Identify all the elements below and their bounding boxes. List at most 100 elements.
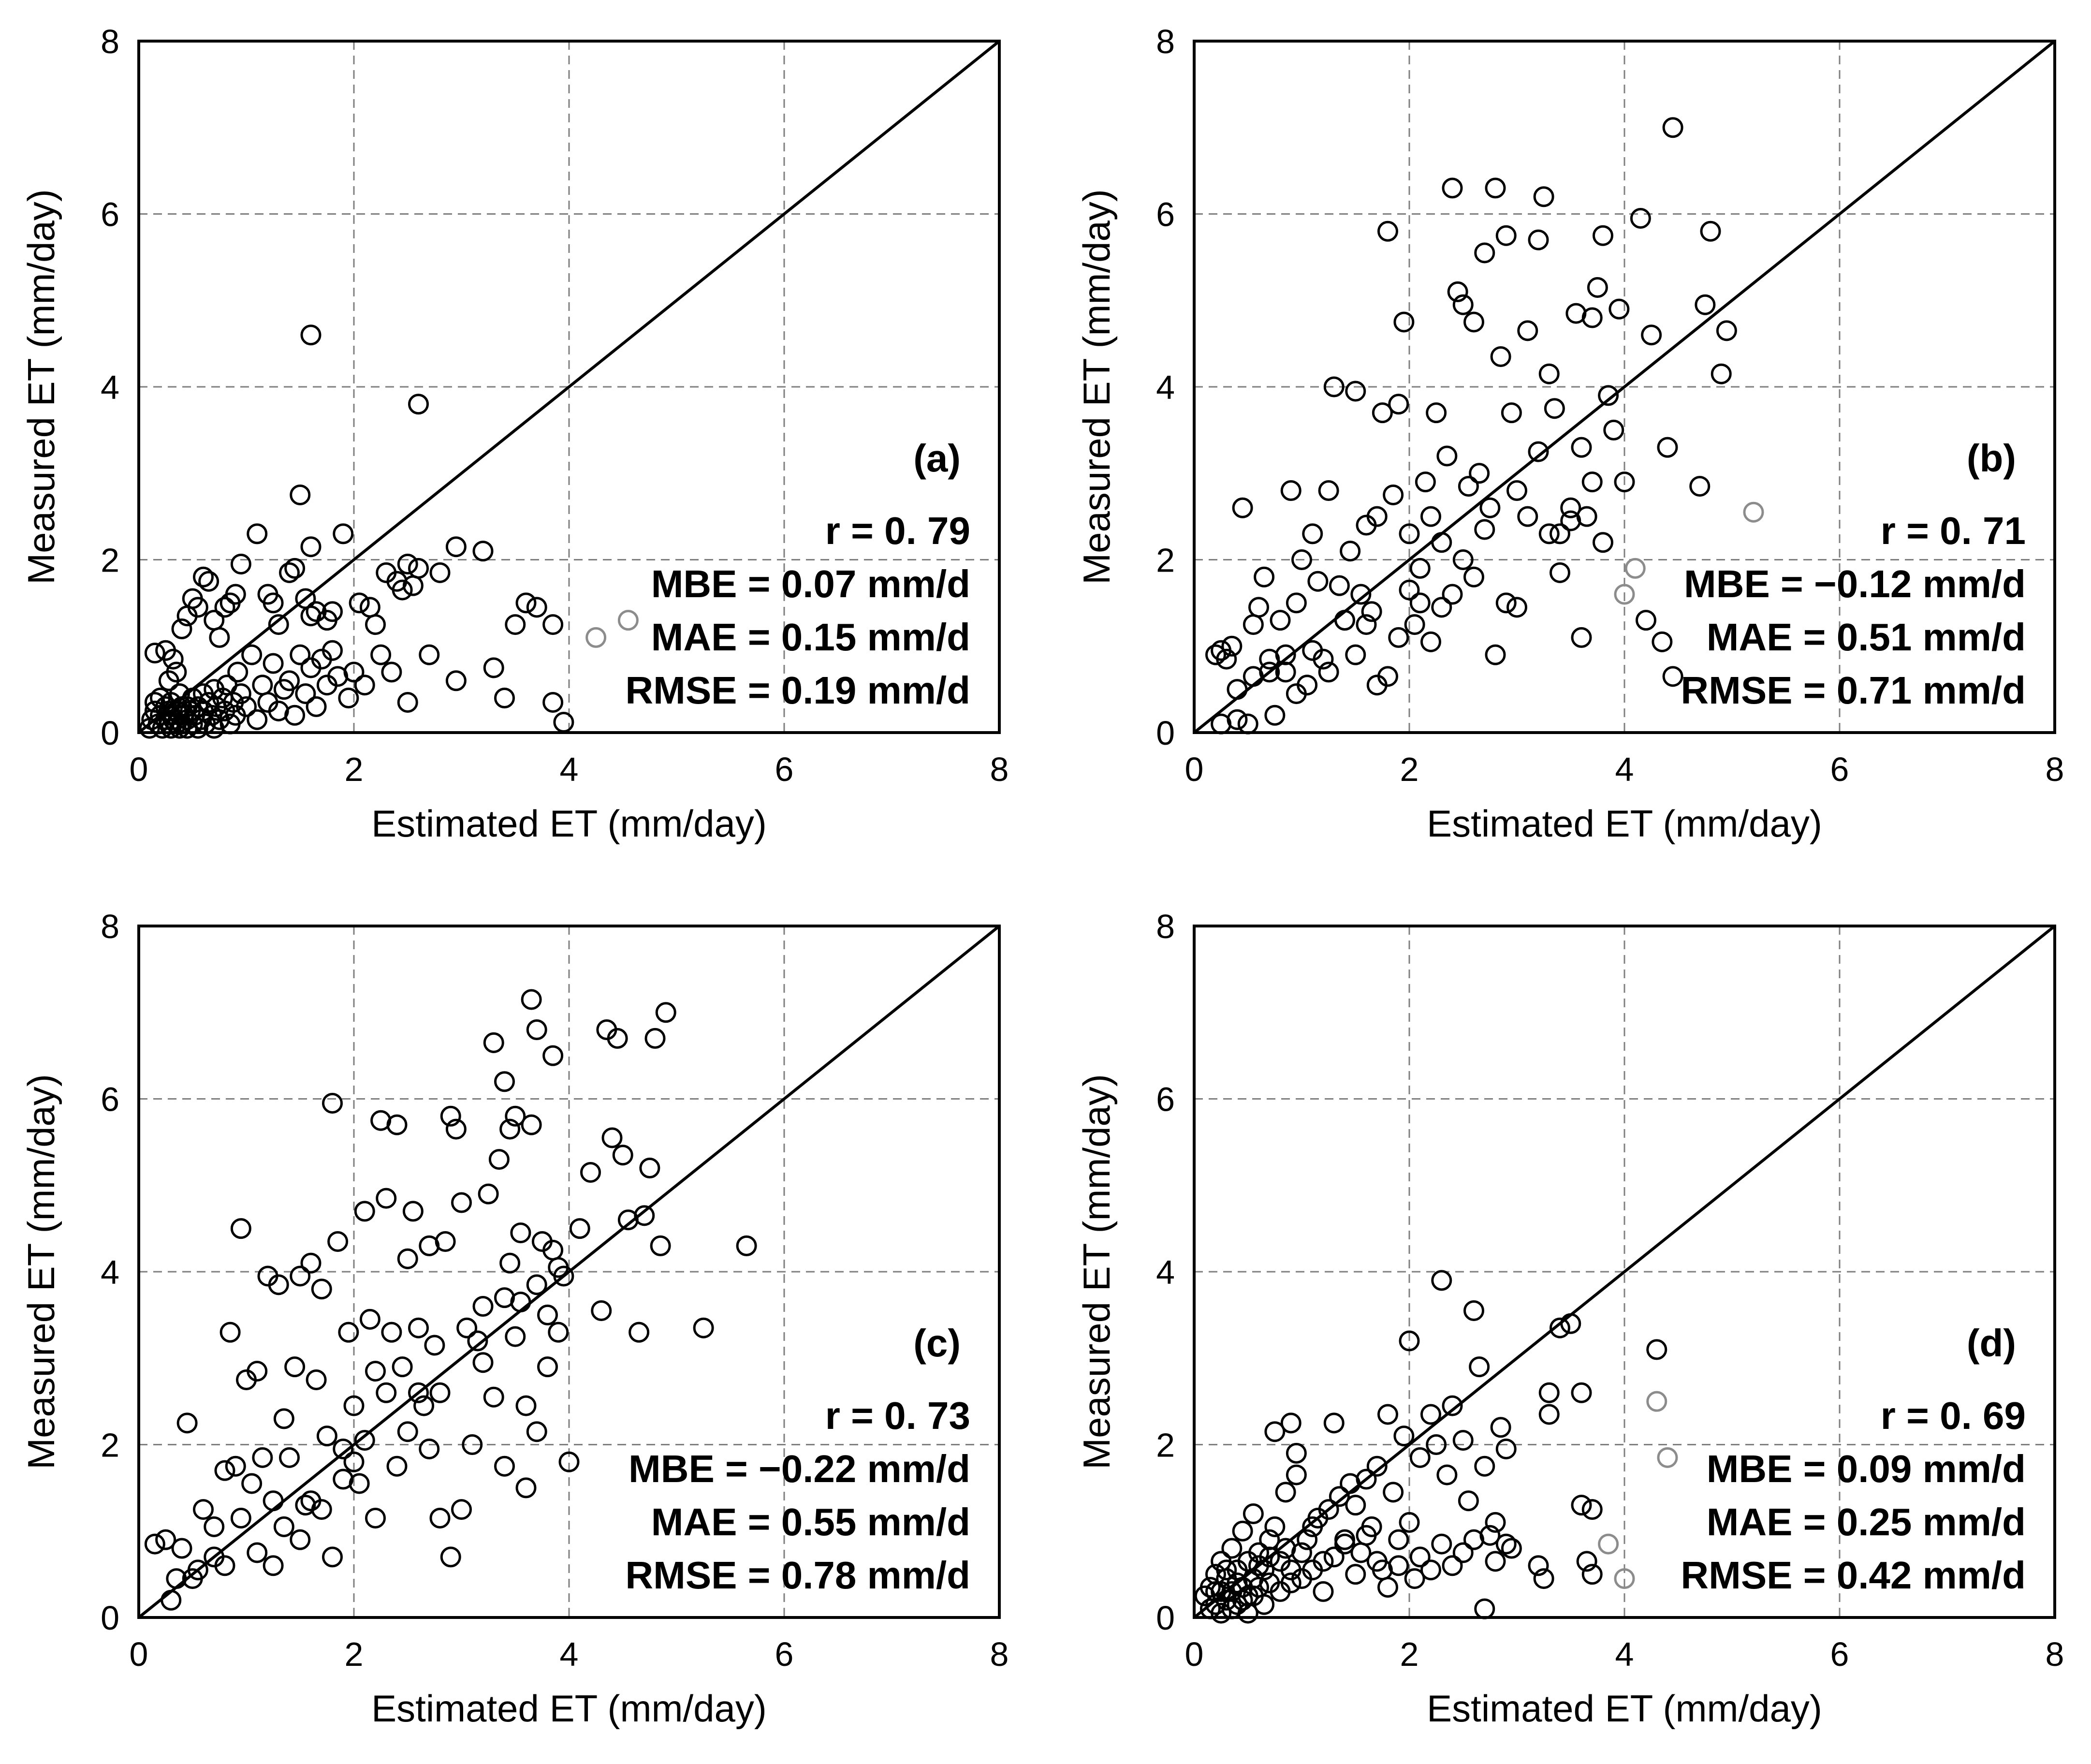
x-tick-label: 4 bbox=[1615, 1635, 1634, 1673]
x-tick-label: 8 bbox=[2046, 750, 2064, 788]
data-point bbox=[230, 553, 251, 574]
x-axis-title: Estimated ET (mm/day) bbox=[1427, 802, 1822, 845]
data-point bbox=[1463, 566, 1484, 588]
data-point bbox=[354, 1201, 375, 1222]
data-point bbox=[300, 1252, 322, 1274]
y-tick-label: 0 bbox=[101, 1599, 119, 1637]
data-point bbox=[1452, 1542, 1474, 1563]
data-point bbox=[483, 657, 504, 678]
stat-line: RMSE = 0.78 mm/d bbox=[625, 1554, 970, 1597]
data-point bbox=[1334, 1529, 1355, 1550]
y-tick-label: 6 bbox=[101, 196, 119, 234]
x-tick-label: 2 bbox=[1400, 750, 1419, 788]
y-axis-title: Measured ET (mm/day) bbox=[20, 189, 62, 585]
data-point bbox=[1221, 1538, 1243, 1559]
data-point bbox=[429, 1382, 451, 1403]
stat-line: r = 0. 79 bbox=[825, 509, 970, 552]
data-point bbox=[397, 1248, 418, 1269]
y-tick-label: 4 bbox=[101, 1253, 119, 1291]
data-point bbox=[553, 712, 574, 733]
data-point bbox=[1318, 662, 1339, 683]
data-point bbox=[1550, 562, 1570, 583]
y-tick-label: 8 bbox=[1156, 23, 1175, 60]
data-point bbox=[209, 627, 230, 648]
stat-line: MBE = 0.07 mm/d bbox=[651, 562, 970, 605]
data-point bbox=[1598, 385, 1619, 406]
panel-label: (b) bbox=[1967, 437, 2016, 480]
data-point bbox=[1431, 1533, 1452, 1555]
data-point bbox=[247, 1542, 268, 1563]
x-tick-label: 6 bbox=[775, 1635, 794, 1673]
data-point bbox=[1280, 480, 1301, 501]
data-point bbox=[1361, 601, 1382, 622]
data-point bbox=[1280, 1573, 1301, 1593]
data-point bbox=[1614, 1568, 1635, 1589]
stat-line: RMSE = 0.71 mm/d bbox=[1681, 669, 2026, 712]
data-point bbox=[1345, 381, 1366, 402]
stat-line: MAE = 0.55 mm/d bbox=[651, 1500, 970, 1544]
data-point bbox=[526, 597, 547, 618]
x-tick-label: 2 bbox=[1400, 1635, 1419, 1673]
data-point bbox=[333, 1469, 354, 1490]
data-point bbox=[1485, 1551, 1506, 1572]
data-point bbox=[1248, 597, 1269, 618]
data-point bbox=[1323, 1546, 1345, 1568]
data-point bbox=[580, 1161, 601, 1183]
stat-line: r = 0. 69 bbox=[1881, 1394, 2026, 1437]
stat-line: RMSE = 0.19 mm/d bbox=[625, 669, 970, 712]
panel-label: (d) bbox=[1967, 1322, 2016, 1365]
y-tick-label: 2 bbox=[1156, 542, 1175, 579]
data-point bbox=[263, 1555, 284, 1576]
data-point bbox=[376, 1382, 397, 1403]
data-point bbox=[1345, 1495, 1366, 1516]
data-point bbox=[1243, 1503, 1264, 1524]
data-point bbox=[290, 644, 311, 665]
data-point bbox=[1528, 229, 1549, 250]
data-point bbox=[1490, 346, 1511, 367]
data-point bbox=[241, 644, 263, 665]
data-point bbox=[1259, 648, 1280, 670]
data-point bbox=[505, 1105, 526, 1127]
data-point bbox=[386, 1455, 408, 1477]
data-point bbox=[515, 592, 537, 614]
data-point bbox=[1270, 610, 1291, 631]
y-tick-label: 2 bbox=[1156, 1426, 1175, 1464]
plot-frame bbox=[1193, 40, 2056, 734]
data-point bbox=[1291, 549, 1312, 570]
data-point bbox=[1393, 1426, 1415, 1447]
data-point bbox=[247, 523, 268, 544]
data-point bbox=[338, 1322, 359, 1343]
data-point bbox=[617, 610, 639, 631]
x-axis-title: Estimated ET (mm/day) bbox=[371, 802, 767, 845]
data-point bbox=[166, 1568, 187, 1589]
data-point bbox=[1388, 1555, 1409, 1576]
data-point bbox=[1388, 627, 1409, 648]
data-point bbox=[483, 1032, 504, 1053]
x-tick-label: 6 bbox=[1830, 1635, 1849, 1673]
data-point bbox=[634, 1205, 655, 1226]
y-tick-label: 6 bbox=[1156, 196, 1175, 234]
data-point bbox=[1237, 713, 1258, 735]
data-point bbox=[1657, 1447, 1678, 1468]
data-point bbox=[1243, 666, 1264, 687]
data-point bbox=[1388, 1529, 1409, 1550]
data-point bbox=[365, 614, 386, 635]
data-point bbox=[295, 683, 316, 705]
data-point bbox=[451, 1499, 472, 1520]
stat-line: r = 0. 71 bbox=[1881, 509, 2026, 552]
data-point bbox=[467, 1330, 488, 1352]
data-point bbox=[1593, 225, 1613, 246]
data-point bbox=[1576, 1551, 1597, 1572]
panel-a: 0 2 4 6 8 0 2 4 6 8 Estimated ET (mm/day) Measured … bbox=[20, 23, 1009, 845]
data-point bbox=[1533, 1568, 1554, 1589]
data-point bbox=[1377, 666, 1398, 687]
data-point bbox=[230, 1218, 251, 1239]
x-tick-label: 4 bbox=[1615, 750, 1634, 788]
data-point bbox=[402, 575, 424, 596]
data-point bbox=[1452, 1430, 1474, 1451]
panel-c: 0 2 4 6 8 0 2 4 6 8 Estimated ET (mm/day) Measured … bbox=[20, 908, 1009, 1730]
data-point bbox=[1409, 558, 1431, 579]
data-point bbox=[612, 1145, 633, 1166]
data-point bbox=[440, 1546, 461, 1568]
y-axis-title: Measured ET (mm/day) bbox=[1075, 189, 1118, 585]
